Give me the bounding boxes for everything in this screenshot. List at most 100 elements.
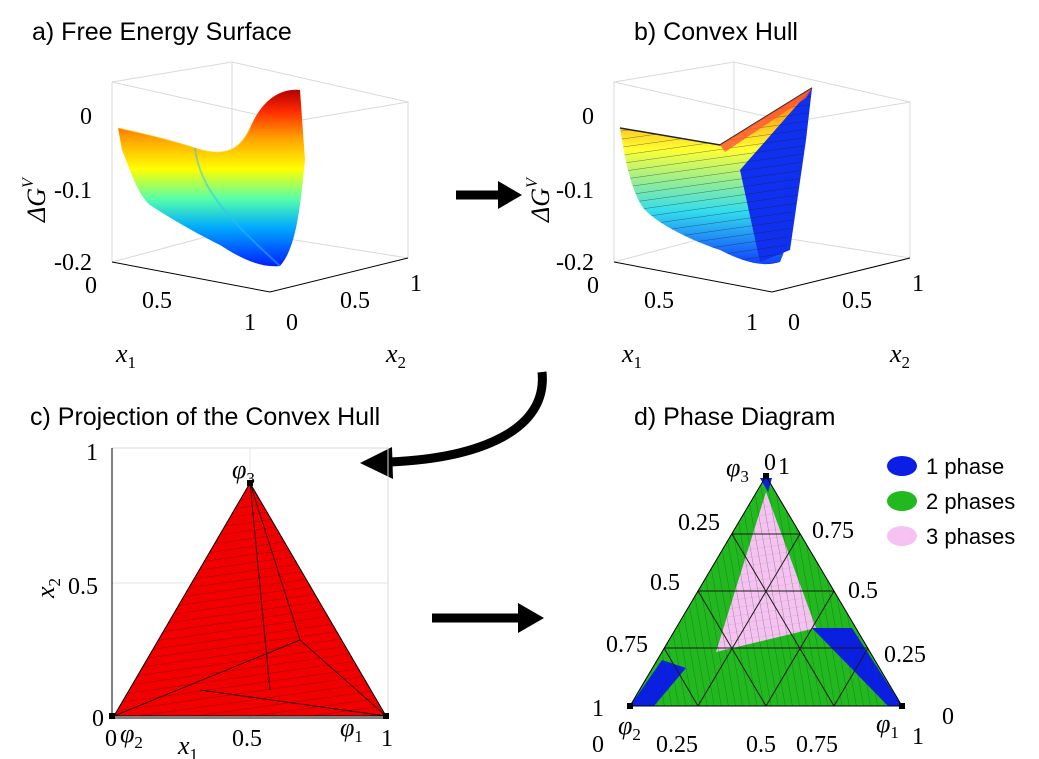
panel-d-vertex-1-sub: 1 (890, 723, 899, 742)
panel-a: a) Free Energy Surface 0 -0.1 -0.2 ΔGV 0… (20, 18, 422, 372)
panel-c-ytick-2: 0 (92, 706, 104, 732)
panel-c-vertex-1-sym: φ (340, 713, 354, 742)
panel-a-ztick-1: -0.1 (54, 178, 92, 204)
panel-d-legend: 1 phase 2 phases 3 phases (887, 454, 1015, 549)
panel-a-x2tick-1: 0.5 (340, 288, 370, 314)
panel-a-ztick-0: 0 (80, 104, 92, 130)
panel-a-x2tick-2: 1 (410, 271, 422, 297)
panel-b-zlabel-sup: V (524, 176, 541, 188)
panel-c-xtick-0: 0 (105, 726, 117, 752)
panel-a-x2label: x2 (385, 339, 406, 372)
panel-b-x2tick-0: 0 (788, 310, 800, 336)
panel-c-ylabel-sub: 2 (45, 578, 64, 587)
panel-b-ztick-0: 0 (582, 104, 594, 130)
svg-text:ΔGV: ΔGV (20, 176, 51, 223)
panel-a-ztick-2: -0.2 (54, 250, 92, 276)
panel-a-x1label: x1 (115, 339, 136, 372)
panel-c-vertex-1: φ1 (340, 713, 363, 746)
panel-d-vertex-2-sub: 2 (632, 725, 641, 744)
arrow-c-to-d (432, 603, 544, 633)
convex-hull-surface (619, 87, 813, 265)
panel-d-right-tick-4: 0 (942, 704, 954, 730)
panel-d-left-tick-4: 1 (592, 696, 604, 722)
panel-d-left-tick-3: 0.75 (606, 632, 648, 658)
panel-b-x1tick-0: 0 (587, 273, 599, 299)
panel-d: d) Phase Diagram 0 0.25 0.5 0.75 1 1 (592, 403, 1015, 758)
panel-c-vertex-2-sub: 2 (134, 733, 143, 752)
panel-c-ylabel: x2 (31, 578, 64, 599)
panel-c-xlabel-text: x (177, 731, 190, 759)
legend-label-3-phases: 3 phases (926, 524, 1015, 549)
panel-d-bottom-tick-3: 0.75 (796, 732, 838, 758)
panel-d-vertex-3-sub: 3 (740, 467, 749, 486)
free-energy-surface (117, 89, 305, 267)
panel-d-right-tick-2: 0.5 (848, 578, 878, 604)
panel-a-zlabel-sup: V (20, 176, 37, 188)
panel-a-x2label-text: x (385, 339, 398, 368)
panel-d-right-tick-1: 0.75 (812, 518, 854, 544)
panel-d-vertex-1-sym: φ (876, 709, 890, 738)
panel-c-xlabel-sub: 1 (190, 745, 199, 759)
legend-label-2-phases: 2 phases (926, 489, 1015, 514)
panel-d-left-tick-2: 0.5 (650, 570, 680, 596)
panel-c-vertex-2-sym: φ (120, 719, 134, 748)
panel-a-x1tick-0: 0 (85, 273, 97, 299)
panel-a-zlabel: ΔGV (20, 176, 51, 223)
panel-b-x2label: x2 (889, 339, 910, 372)
panel-d-bottom-tick-1: 0.25 (656, 732, 698, 758)
panel-b-x1tick-1: 0.5 (644, 288, 674, 314)
panel-c-vertex-3-sub: 3 (246, 469, 255, 488)
panel-c-ytick-0: 1 (86, 440, 98, 466)
panel-b-title: b) Convex Hull (634, 18, 798, 46)
arrow-b-to-c (360, 371, 547, 479)
panel-a-zlabel-text: ΔG (22, 188, 51, 223)
hull-projection (109, 480, 389, 719)
panel-a-x2tick-0: 0 (286, 310, 298, 336)
panel-a-x1tick-2: 1 (244, 310, 256, 336)
panel-d-vertex-3-sym: φ (726, 453, 740, 482)
panel-a-x1tick-1: 0.5 (142, 288, 172, 314)
panel-b-ztick-1: -0.1 (556, 178, 594, 204)
panel-d-vertex-2-sym: φ (618, 711, 632, 740)
panel-c: c) Projection of the Convex Hull 1 0.5 0… (30, 403, 393, 759)
panel-d-title: d) Phase Diagram (634, 403, 835, 431)
panel-d-vertex-3: φ3 (726, 453, 749, 486)
panel-b: b) Convex Hull 0 -0.1 -0.2 ΔGV 0 0.5 1 x… (524, 18, 924, 372)
panel-b-x1tick-2: 1 (746, 310, 758, 336)
panel-d-bottom-tick-0: 0 (592, 732, 604, 758)
panel-c-vertex-3-sym: φ (232, 455, 246, 484)
panel-b-zlabel-text: ΔG (526, 188, 555, 223)
panel-d-right-tick-0: 1 (778, 454, 790, 480)
panel-c-title: c) Projection of the Convex Hull (30, 403, 380, 431)
panel-c-vertex-3: φ3 (232, 455, 255, 488)
panel-d-bottom-tick-2: 0.5 (746, 732, 776, 758)
panel-a-x2label-sub: 2 (398, 353, 407, 372)
panel-a-x1label-text: x (115, 339, 128, 368)
panel-c-ylabel-text: x (31, 586, 60, 599)
panel-d-left-tick-0: 0 (764, 450, 776, 476)
svg-text:x2: x2 (31, 578, 64, 599)
panel-b-ztick-2: -0.2 (556, 250, 594, 276)
panel-c-vertex-2: φ2 (120, 719, 143, 752)
panel-c-ytick-1: 0.5 (68, 574, 98, 600)
panel-d-vertex-1: φ1 (876, 709, 899, 742)
panel-b-x1label: x1 (621, 339, 642, 372)
panel-b-zlabel: ΔGV (524, 176, 555, 223)
panel-b-x2tick-1: 0.5 (842, 288, 872, 314)
panel-c-vertex-1-sub: 1 (354, 727, 363, 746)
panel-c-xtick-1: 0.5 (232, 726, 262, 752)
panel-a-title: a) Free Energy Surface (32, 18, 292, 46)
panel-b-x1label-sub: 1 (634, 353, 643, 372)
phase-diagram (627, 473, 905, 709)
panel-b-x1label-text: x (621, 339, 634, 368)
panel-b-x2label-sub: 2 (902, 353, 911, 372)
arrow-a-to-b (456, 181, 522, 209)
legend-swatch-2-phases (887, 491, 917, 511)
panel-d-bottom-tick-4: 1 (912, 724, 924, 750)
panel-d-right-tick-3: 0.25 (884, 642, 926, 668)
panel-b-x2label-text: x (889, 339, 902, 368)
svg-text:ΔGV: ΔGV (524, 176, 555, 223)
panel-b-x2tick-2: 1 (912, 271, 924, 297)
legend-swatch-3-phases (887, 526, 917, 546)
